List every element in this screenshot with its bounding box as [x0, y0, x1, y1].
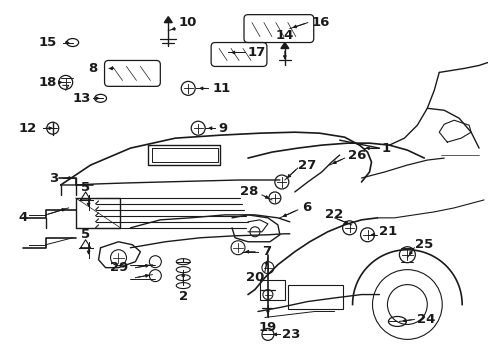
Text: 4: 4 [19, 211, 28, 224]
Bar [287, 285, 342, 310]
Text: 26: 26 [347, 149, 365, 162]
Text: 20: 20 [245, 271, 264, 284]
Text: 2: 2 [178, 290, 187, 303]
Text: 10: 10 [178, 16, 196, 29]
Text: 22: 22 [324, 208, 342, 221]
Polygon shape [280, 42, 288, 49]
Text: 17: 17 [247, 46, 265, 59]
Text: 7: 7 [262, 245, 270, 258]
Text: 29: 29 [110, 261, 128, 274]
Text: 13: 13 [73, 92, 91, 105]
Bar [260, 280, 285, 300]
Text: 28: 28 [239, 185, 258, 198]
Text: 8: 8 [88, 62, 98, 75]
Text: 15: 15 [39, 36, 57, 49]
Text: 16: 16 [311, 16, 329, 29]
Text: 23: 23 [281, 328, 300, 341]
Text: 21: 21 [379, 225, 397, 238]
Text: 11: 11 [212, 82, 230, 95]
Text: 12: 12 [19, 122, 37, 135]
Text: 1: 1 [381, 141, 390, 155]
Text: 27: 27 [297, 158, 315, 172]
Text: 6: 6 [301, 201, 310, 215]
Text: 24: 24 [416, 313, 435, 326]
Text: 18: 18 [39, 76, 57, 89]
Text: 19: 19 [258, 321, 277, 334]
Text: 5: 5 [81, 228, 90, 241]
Polygon shape [164, 17, 172, 23]
Text: 25: 25 [414, 238, 433, 251]
Text: 9: 9 [218, 122, 227, 135]
Text: 3: 3 [49, 171, 58, 185]
Text: 5: 5 [81, 181, 90, 194]
Text: 14: 14 [275, 29, 293, 42]
